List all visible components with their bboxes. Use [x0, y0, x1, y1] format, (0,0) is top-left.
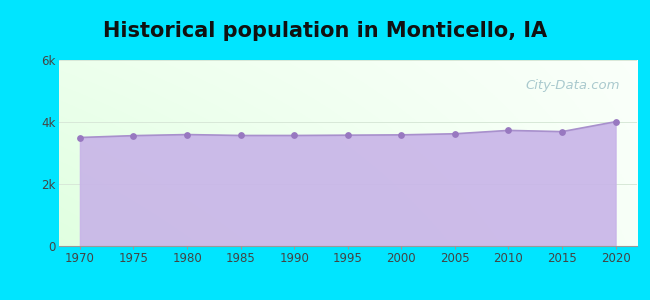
Point	[235, 133, 246, 138]
Point	[343, 133, 353, 138]
Point	[503, 128, 514, 133]
Text: Historical population in Monticello, IA: Historical population in Monticello, IA	[103, 21, 547, 41]
Point	[75, 135, 85, 140]
Point	[182, 132, 192, 137]
Text: City-Data.com: City-Data.com	[525, 79, 619, 92]
Point	[450, 131, 460, 136]
Point	[557, 129, 567, 134]
Point	[396, 133, 406, 137]
Point	[128, 133, 138, 138]
Point	[610, 119, 621, 124]
Point	[289, 133, 300, 138]
